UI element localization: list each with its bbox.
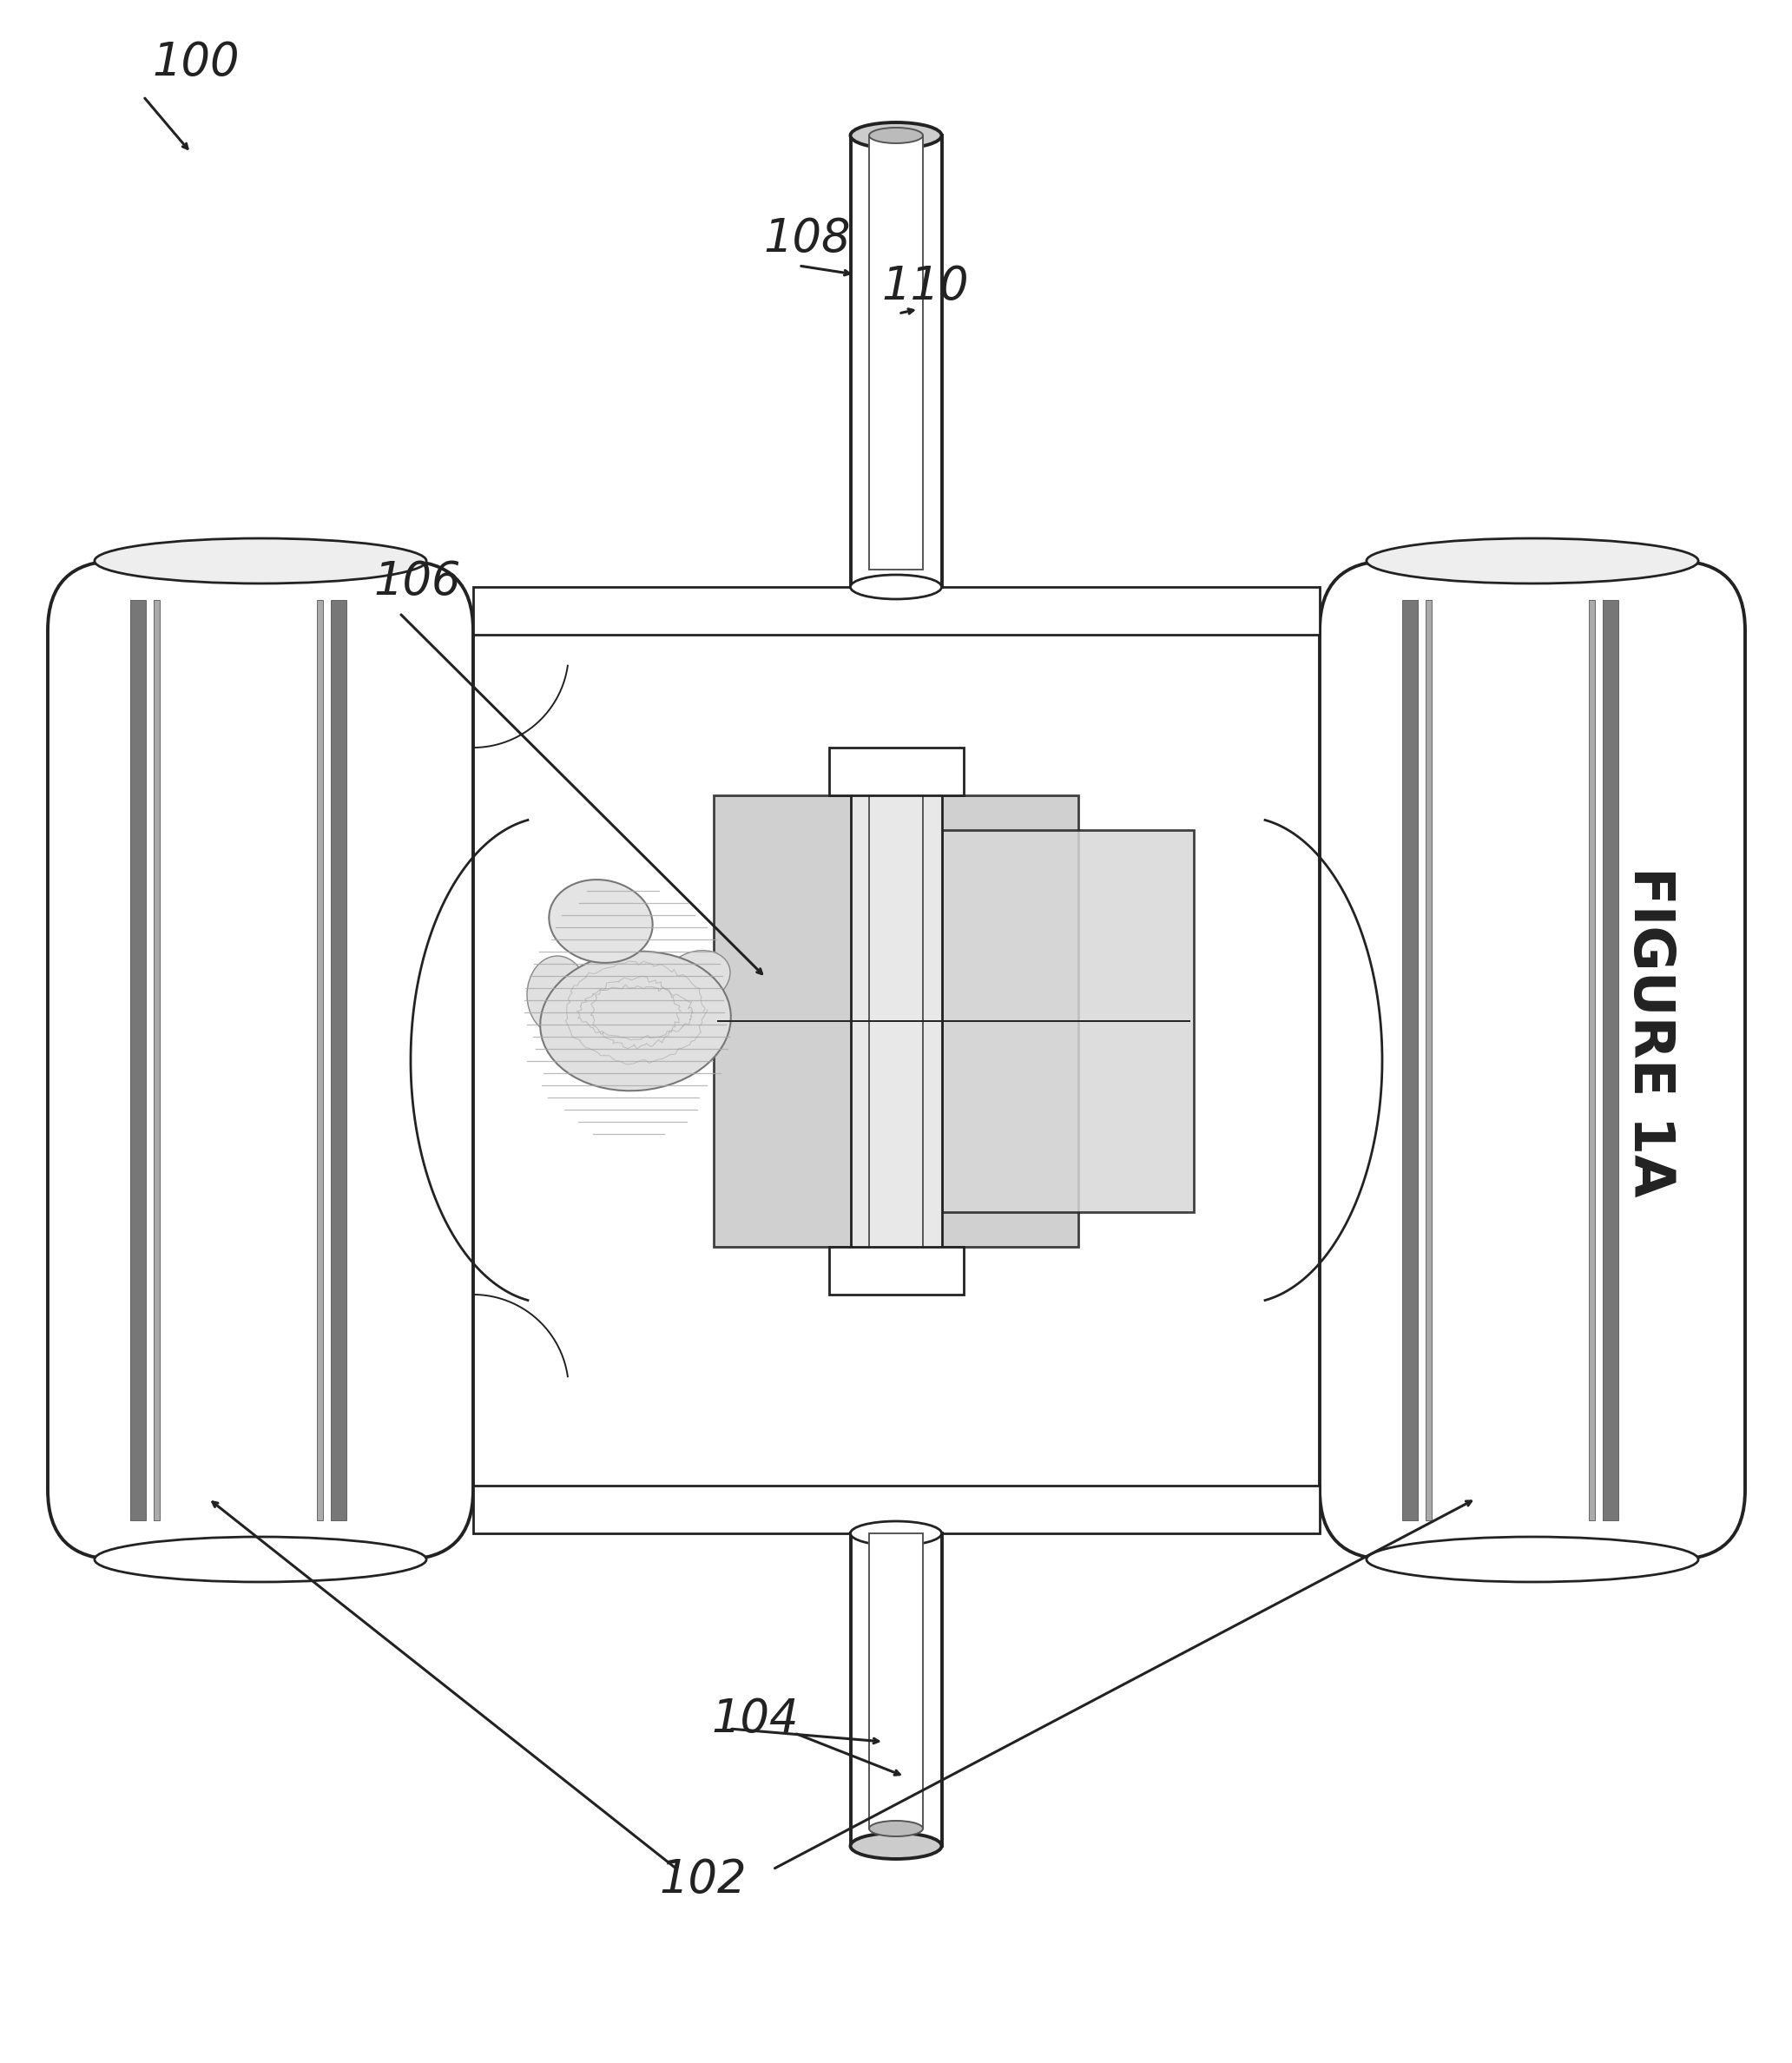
Ellipse shape	[1367, 538, 1699, 584]
Ellipse shape	[1367, 1537, 1699, 1582]
FancyBboxPatch shape	[48, 561, 473, 1560]
Ellipse shape	[851, 576, 941, 598]
Bar	[828, 747, 964, 796]
Bar	[154, 600, 159, 1520]
Ellipse shape	[851, 1832, 941, 1859]
Ellipse shape	[95, 538, 426, 584]
Bar	[473, 1485, 1319, 1533]
Bar	[473, 588, 1319, 635]
Text: 102: 102	[659, 1857, 747, 1902]
Bar	[131, 600, 145, 1520]
Bar	[1426, 600, 1432, 1520]
Ellipse shape	[851, 1520, 941, 1545]
Ellipse shape	[527, 955, 588, 1034]
Bar	[941, 829, 1193, 1213]
Bar	[713, 796, 1079, 1246]
Bar	[851, 1533, 941, 1846]
Ellipse shape	[869, 128, 923, 142]
Ellipse shape	[95, 1537, 426, 1582]
Text: 100: 100	[152, 39, 238, 85]
Ellipse shape	[548, 879, 652, 963]
Text: 110: 110	[882, 264, 968, 309]
Bar	[1602, 600, 1618, 1520]
Ellipse shape	[663, 951, 729, 1005]
FancyBboxPatch shape	[1319, 561, 1745, 1560]
Ellipse shape	[851, 122, 941, 149]
Bar	[828, 1246, 964, 1296]
Text: 104: 104	[711, 1696, 799, 1741]
Bar	[869, 1533, 923, 1828]
Bar	[332, 600, 346, 1520]
Text: 108: 108	[763, 217, 851, 262]
Text: 106: 106	[373, 559, 461, 604]
Bar	[1401, 600, 1417, 1520]
Bar	[869, 136, 923, 569]
Text: FIGURE 1A: FIGURE 1A	[1624, 866, 1677, 1197]
Bar	[851, 790, 941, 1250]
Ellipse shape	[869, 1822, 923, 1836]
Bar	[1590, 600, 1595, 1520]
Ellipse shape	[539, 951, 731, 1091]
Bar	[317, 600, 323, 1520]
Bar	[851, 136, 941, 588]
